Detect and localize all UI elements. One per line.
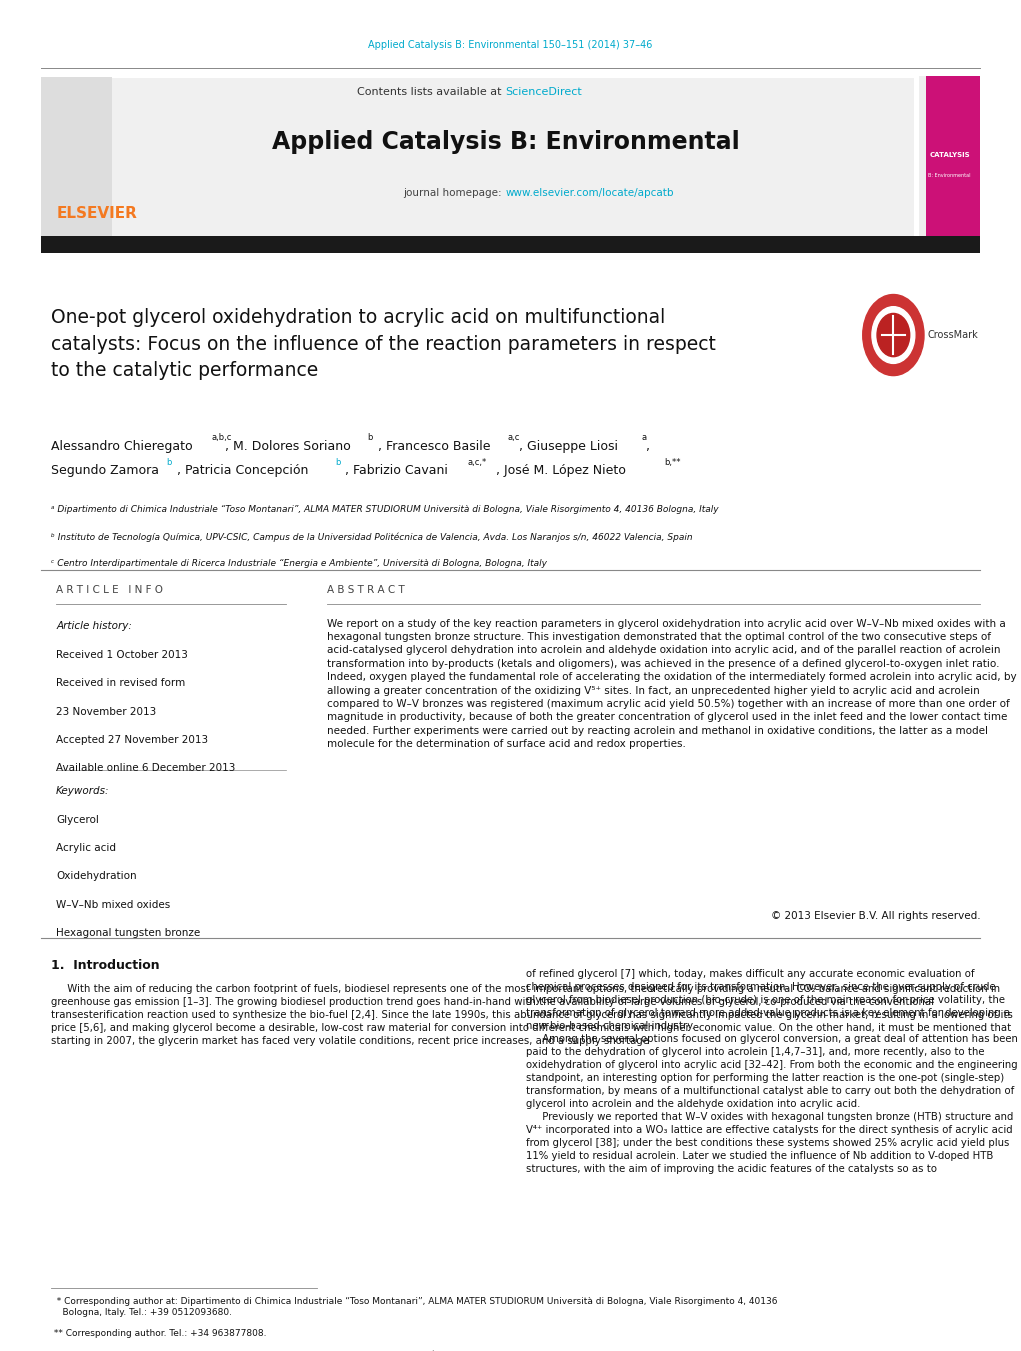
Text: ᵇ Instituto de Tecnología Química, UPV-CSIC, Campus de la Universidad Politécnic: ᵇ Instituto de Tecnología Química, UPV-C… (51, 532, 692, 542)
Text: © 2013 Elsevier B.V. All rights reserved.: © 2013 Elsevier B.V. All rights reserved… (771, 911, 980, 920)
Text: , José M. López Nieto: , José M. López Nieto (492, 465, 626, 477)
Text: Keywords:: Keywords: (56, 786, 109, 796)
Text: 1.  Introduction: 1. Introduction (51, 959, 159, 973)
FancyBboxPatch shape (41, 78, 914, 240)
FancyBboxPatch shape (919, 76, 926, 240)
Text: Accepted 27 November 2013: Accepted 27 November 2013 (56, 735, 208, 744)
Text: www.elsevier.com/locate/apcatb: www.elsevier.com/locate/apcatb (505, 188, 674, 199)
Text: b: b (166, 458, 172, 466)
Text: CrossMark: CrossMark (927, 330, 978, 340)
Text: Applied Catalysis B: Environmental 150–151 (2014) 37–46: Applied Catalysis B: Environmental 150–1… (369, 39, 652, 50)
Text: b: b (335, 458, 340, 466)
Text: , Francesco Basile: , Francesco Basile (374, 440, 490, 453)
Text: , Giuseppe Liosi: , Giuseppe Liosi (519, 440, 618, 453)
Text: ScienceDirect: ScienceDirect (505, 86, 582, 97)
Text: Alessandro Chieregato: Alessandro Chieregato (51, 440, 193, 453)
Text: ᶜ Centro Interdipartimentale di Ricerca Industriale “Energia e Ambiente”, Univer: ᶜ Centro Interdipartimentale di Ricerca … (51, 559, 547, 569)
Text: Hexagonal tungsten bronze: Hexagonal tungsten bronze (56, 928, 200, 938)
Circle shape (863, 295, 924, 376)
Text: , M. Dolores Soriano: , M. Dolores Soriano (225, 440, 350, 453)
Text: Applied Catalysis B: Environmental: Applied Catalysis B: Environmental (272, 130, 739, 154)
Text: ,: , (646, 440, 650, 453)
Text: A R T I C L E   I N F O: A R T I C L E I N F O (56, 585, 163, 594)
Text: Available online 6 December 2013: Available online 6 December 2013 (56, 763, 236, 773)
Circle shape (872, 307, 915, 363)
Text: 23 November 2013: 23 November 2013 (56, 707, 156, 716)
Text: A B S T R A C T: A B S T R A C T (327, 585, 404, 594)
Text: With the aim of reducing the carbon footprint of fuels, biodiesel represents one: With the aim of reducing the carbon foot… (51, 984, 1013, 1046)
Text: One-pot glycerol oxidehydration to acrylic acid on multifunctional
catalysts: Fo: One-pot glycerol oxidehydration to acryl… (51, 308, 716, 380)
Text: CATALYSIS: CATALYSIS (929, 153, 970, 158)
Text: ELSEVIER: ELSEVIER (56, 205, 137, 222)
Text: a,c,*: a,c,* (468, 458, 487, 466)
Text: B: Environmental: B: Environmental (928, 173, 971, 178)
Text: Article history:: Article history: (56, 621, 132, 631)
Circle shape (877, 313, 910, 357)
Text: ᵃ Dipartimento di Chimica Industriale “Toso Montanari”, ALMA MATER STUDIORUM Uni: ᵃ Dipartimento di Chimica Industriale “T… (51, 505, 719, 515)
FancyBboxPatch shape (41, 236, 980, 253)
Text: of refined glycerol [7] which, today, makes difficult any accurate economic eval: of refined glycerol [7] which, today, ma… (526, 969, 1018, 1174)
Text: We report on a study of the key reaction parameters in glycerol oxidehydration i: We report on a study of the key reaction… (327, 619, 1016, 748)
Text: a,b,c: a,b,c (211, 434, 232, 442)
Text: , Fabrizio Cavani: , Fabrizio Cavani (341, 465, 448, 477)
Text: Received 1 October 2013: Received 1 October 2013 (56, 650, 188, 659)
Text: * Corresponding author at: Dipartimento di Chimica Industriale “Toso Montanari”,: * Corresponding author at: Dipartimento … (51, 1297, 778, 1317)
FancyBboxPatch shape (41, 77, 112, 236)
FancyBboxPatch shape (919, 76, 980, 240)
Text: Oxidehydration: Oxidehydration (56, 871, 137, 881)
Text: Segundo Zamora: Segundo Zamora (51, 465, 159, 477)
Text: Glycerol: Glycerol (56, 815, 99, 824)
Text: a: a (641, 434, 646, 442)
Text: Received in revised form: Received in revised form (56, 678, 186, 688)
Text: W–V–Nb mixed oxides: W–V–Nb mixed oxides (56, 900, 171, 909)
Text: ** Corresponding author. Tel.: +34 963877808.: ** Corresponding author. Tel.: +34 96387… (51, 1329, 266, 1339)
Text: Contents lists available at: Contents lists available at (357, 86, 505, 97)
Text: , Patricia Concepción: , Patricia Concepción (173, 465, 308, 477)
Text: journal homepage:: journal homepage: (403, 188, 505, 199)
Text: b,**: b,** (665, 458, 681, 466)
Text: a,c: a,c (507, 434, 520, 442)
Text: Acrylic acid: Acrylic acid (56, 843, 116, 852)
Text: b: b (368, 434, 373, 442)
